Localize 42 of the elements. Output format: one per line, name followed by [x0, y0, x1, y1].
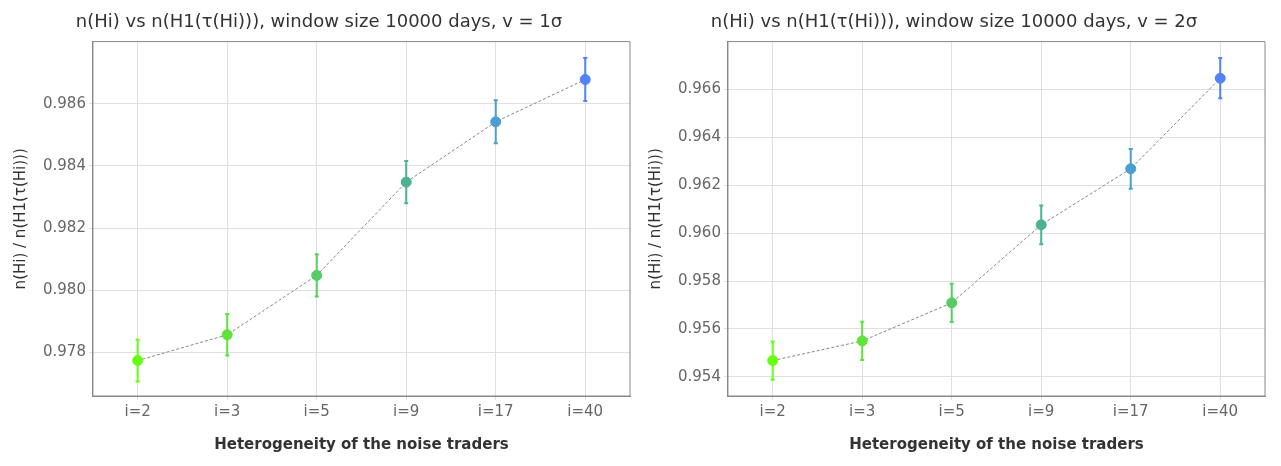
x-tick-label: i=9	[1028, 401, 1055, 420]
y-tick-label: 0.956	[677, 318, 721, 337]
x-tick-label: i=40	[567, 401, 604, 420]
point	[767, 355, 779, 367]
y-axis-title: n(Hi) / n(H1(τ(Hi)))	[645, 148, 664, 290]
point	[1214, 72, 1226, 84]
y-tick-label: 0.980	[42, 280, 86, 299]
x-tick-label: i=5	[938, 401, 965, 420]
point	[946, 297, 958, 309]
y-axis-title: n(Hi) / n(H1(τ(Hi)))	[10, 148, 29, 290]
y-tick-label: 0.964	[677, 127, 721, 146]
x-tick-label: i=17	[477, 401, 514, 420]
x-tick-label: i=5	[303, 401, 330, 420]
x-axis-title: Heterogeneity of the noise traders	[214, 434, 509, 453]
point	[1125, 163, 1137, 175]
y-tick-label: 0.958	[677, 270, 721, 289]
x-tick-label: i=17	[1112, 401, 1149, 420]
x-tick-label: i=2	[759, 401, 786, 420]
point	[1035, 219, 1047, 231]
x-tick-label: i=9	[393, 401, 420, 420]
point	[579, 74, 591, 86]
x-tick-label: i=3	[849, 401, 876, 420]
point	[132, 355, 144, 367]
chart-title: n(Hi) vs n(H1(τ(Hi))), window size 10000 days, v = 2σ	[710, 10, 1198, 32]
y-tick-label: 0.982	[42, 218, 86, 237]
point	[221, 329, 233, 341]
y-tick-label: 0.978	[42, 342, 86, 361]
y-tick-label: 0.986	[42, 93, 86, 112]
x-axis-title: Heterogeneity of the noise traders	[849, 434, 1144, 453]
y-tick-label: 0.960	[677, 223, 721, 242]
point	[311, 269, 323, 281]
y-tick-label: 0.966	[677, 79, 721, 98]
y-tick-label: 0.984	[42, 155, 86, 174]
x-tick-label: i=40	[1202, 401, 1239, 420]
point	[490, 116, 502, 128]
y-tick-label: 0.954	[677, 366, 721, 385]
point	[400, 176, 412, 188]
x-tick-label: i=3	[214, 401, 241, 420]
chart-title: n(Hi) vs n(H1(τ(Hi))), window size 10000 days, v = 1σ	[75, 10, 563, 32]
x-tick-label: i=2	[124, 401, 151, 420]
y-tick-label: 0.962	[677, 175, 721, 194]
point	[856, 335, 868, 347]
